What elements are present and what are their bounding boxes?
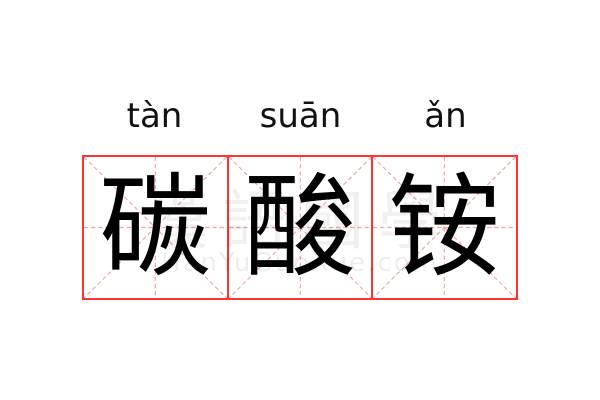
pinyin-1: suān xyxy=(259,96,342,136)
grid-guides xyxy=(373,157,517,298)
pinyin-2: ǎn xyxy=(424,96,467,136)
watermark-logo: 漢語國學 xyxy=(144,185,456,259)
character-cell: 铵 xyxy=(371,157,517,298)
pinyin-0: tàn xyxy=(126,96,183,136)
grid-guides xyxy=(228,157,372,298)
character-cell: 酸 xyxy=(226,157,372,298)
character: 铵 xyxy=(388,162,501,293)
character: 酸 xyxy=(244,162,356,293)
watermark-url: HanYuGuoXue.com xyxy=(161,248,439,278)
character-grid: 碳 酸 铵 xyxy=(82,155,518,300)
character: 碳 xyxy=(99,162,212,293)
character-cell: 碳 xyxy=(84,157,227,298)
grid-guides xyxy=(84,157,227,298)
